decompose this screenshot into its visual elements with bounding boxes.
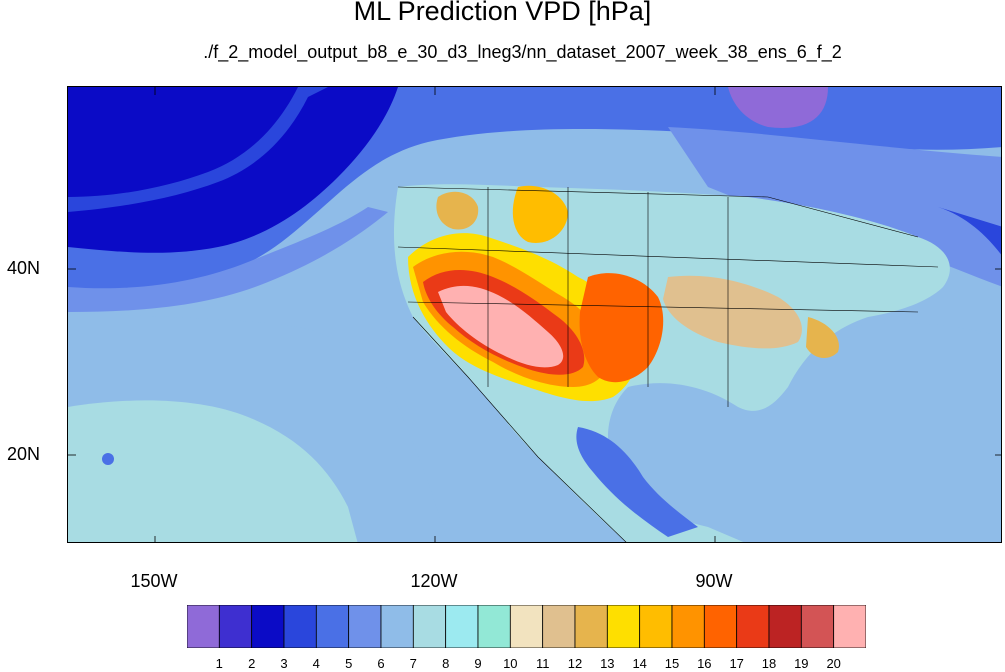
boundary-lines xyxy=(397,186,939,542)
vpd-map-canvas xyxy=(68,87,1001,542)
colorbar-cell xyxy=(703,605,738,648)
colorbar-cell xyxy=(315,605,350,648)
colorbar-cell xyxy=(671,605,705,648)
colorbar-cell xyxy=(833,605,866,648)
colorbar-tick-label: 11 xyxy=(535,656,550,671)
aqua-region xyxy=(68,400,358,542)
lon-label-90w: 90W xyxy=(695,571,733,591)
mexico-gulf-blue xyxy=(576,427,698,537)
colorbar-tick-label: 17 xyxy=(729,656,744,671)
colorbar-tick-label: 18 xyxy=(761,656,777,671)
colorbar-cell xyxy=(380,605,414,648)
colorbar-cell xyxy=(736,605,770,648)
colorbar-cell xyxy=(800,605,835,648)
atlantic-south xyxy=(788,323,1001,542)
colorbar-tick-label: 2 xyxy=(248,656,256,671)
midwest-tan xyxy=(663,275,802,349)
hawaii-island xyxy=(102,453,114,465)
colorbar-cell xyxy=(283,605,317,648)
colorbar-cell xyxy=(187,605,220,648)
colorbar-tick-label: 16 xyxy=(697,656,712,671)
colorbar-tick-label: 15 xyxy=(664,656,680,671)
colorbar-cell xyxy=(477,605,511,648)
blue-band xyxy=(68,87,328,212)
atlantic-blue xyxy=(938,207,1001,255)
lat-label-40n: 40N xyxy=(6,258,40,278)
colorbar-cell xyxy=(606,605,641,648)
colorbar-cell xyxy=(768,605,802,648)
hudson-purple xyxy=(728,87,828,128)
max-vpd-region xyxy=(438,285,564,368)
pale-band xyxy=(68,207,388,312)
colorbar-tick-label: 13 xyxy=(600,656,615,671)
colorbar-tick-label: 14 xyxy=(632,656,647,671)
colorbar-cell xyxy=(218,605,253,648)
colorbar-tick-label: 20 xyxy=(826,656,841,671)
vpd-map xyxy=(67,86,1002,543)
colorbar-cell xyxy=(445,605,479,648)
colorbar xyxy=(187,605,866,648)
lat-label-20n: 20N xyxy=(6,444,40,464)
colorbar-tick-label: 5 xyxy=(345,656,353,671)
plains-hot-spot xyxy=(579,273,664,383)
colorbar-cell xyxy=(251,605,285,648)
colorbar-cell xyxy=(348,605,382,648)
colorbar-cell xyxy=(574,605,608,648)
lon-label-120w: 120W xyxy=(410,571,458,591)
colorbar-cell xyxy=(639,605,673,648)
colorbar-tick-label: 4 xyxy=(312,656,320,671)
colorbar-tick-label: 19 xyxy=(794,656,809,671)
colorbar-tick-label: 10 xyxy=(503,656,518,671)
colorbar-tick-label: 1 xyxy=(215,656,223,671)
colorbar-cell xyxy=(509,605,544,648)
colorbar-tick-label: 3 xyxy=(280,656,288,671)
colorbar-tick-label: 6 xyxy=(377,656,385,671)
colorbar-tick-label: 12 xyxy=(567,656,583,671)
colorbar-tick-label: 7 xyxy=(409,656,417,671)
southeast-gold xyxy=(806,317,839,359)
colorbar-cell xyxy=(542,605,576,648)
graticule-ticks xyxy=(68,87,1001,542)
colorbar-tick-label: 8 xyxy=(442,656,450,671)
colorbar-cell xyxy=(412,605,447,648)
lon-label-150w: 150W xyxy=(130,571,178,591)
pacific-nw-patch xyxy=(436,191,479,230)
colorbar-tick-label: 9 xyxy=(474,656,482,671)
rockies-patch xyxy=(512,185,568,243)
map-title: ML Prediction VPD [hPa] xyxy=(353,0,652,26)
map-subtitle: ./f_2_model_output_b8_e_30_d3_lneg3/nn_d… xyxy=(203,42,842,62)
